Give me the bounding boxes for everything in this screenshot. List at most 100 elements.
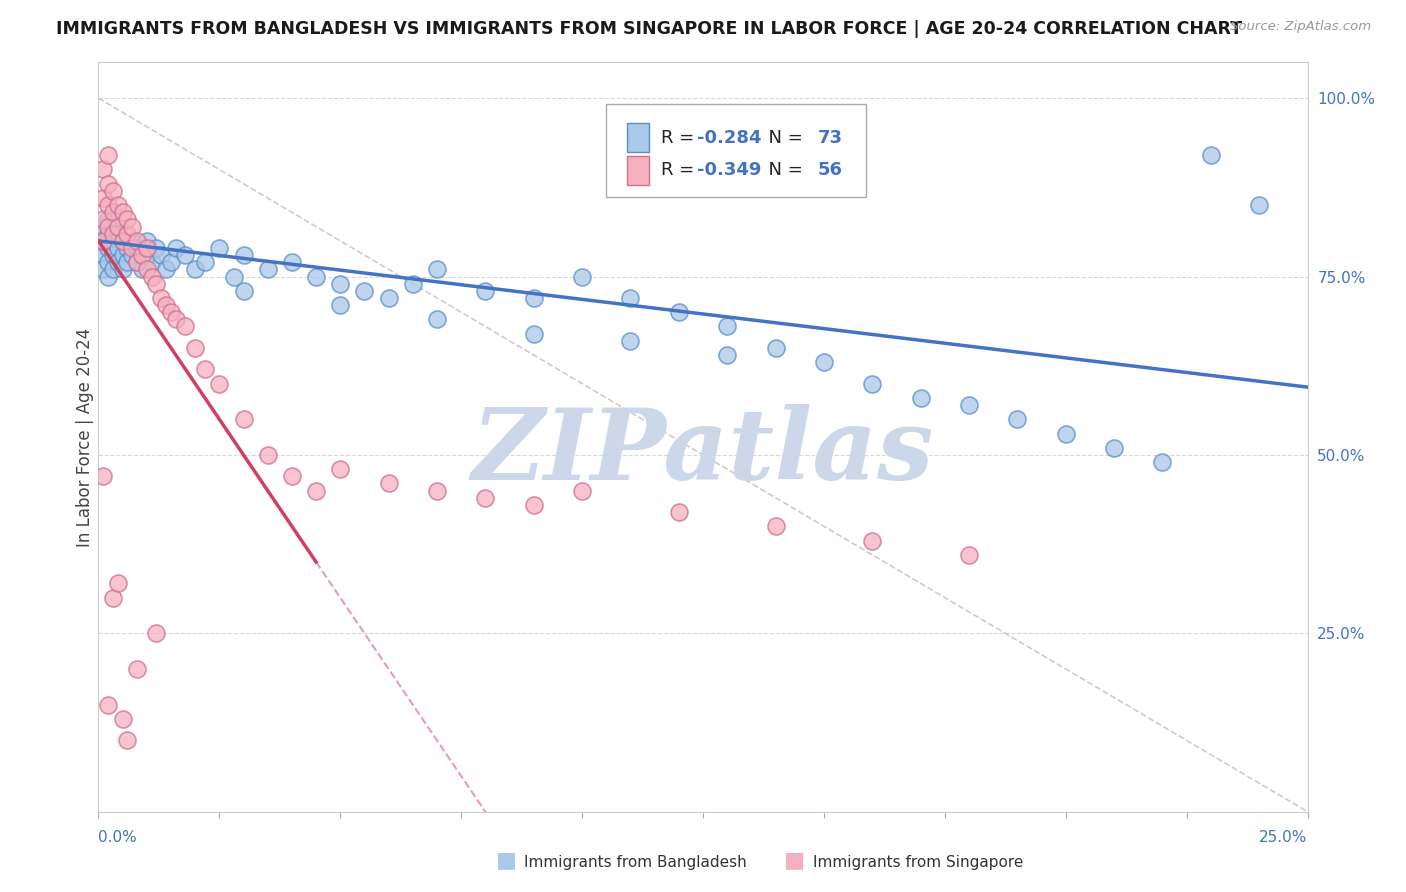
Point: [107, 576, 129, 591]
Point: [474, 491, 496, 505]
Point: [184, 341, 207, 355]
Point: [127, 255, 149, 269]
Point: [281, 255, 304, 269]
Point: [184, 262, 207, 277]
Point: [155, 298, 177, 312]
Point: [1054, 426, 1077, 441]
Point: [716, 319, 738, 334]
Point: [101, 227, 124, 241]
FancyBboxPatch shape: [606, 103, 866, 197]
Point: [117, 212, 139, 227]
Point: [131, 248, 153, 262]
Point: [523, 326, 546, 341]
Point: [111, 712, 134, 726]
Text: 73: 73: [818, 128, 842, 146]
Point: [377, 476, 399, 491]
Point: [97, 148, 120, 162]
Point: [329, 277, 352, 291]
Point: [813, 355, 835, 369]
Point: [111, 248, 134, 262]
Point: [91, 191, 114, 205]
Point: [860, 533, 883, 548]
Point: [91, 162, 114, 177]
Point: [101, 219, 124, 234]
Point: [860, 376, 883, 391]
Y-axis label: In Labor Force | Age 20-24: In Labor Force | Age 20-24: [76, 327, 94, 547]
Point: [329, 298, 352, 312]
Point: [97, 269, 120, 284]
Point: [571, 483, 593, 498]
Point: [121, 219, 143, 234]
Point: [91, 212, 114, 227]
Point: [145, 626, 167, 640]
Point: [97, 177, 120, 191]
Point: [668, 505, 690, 519]
Point: [222, 269, 245, 284]
Point: [165, 312, 187, 326]
Point: [1007, 412, 1029, 426]
Point: [155, 262, 177, 277]
Point: [101, 184, 124, 198]
Text: ■: ■: [785, 850, 804, 870]
Point: [97, 698, 120, 712]
Point: [131, 262, 153, 277]
Bar: [627, 156, 648, 185]
Text: -0.349: -0.349: [697, 161, 761, 179]
Point: [97, 219, 120, 234]
Point: [160, 255, 183, 269]
Point: [165, 241, 187, 255]
Text: N =: N =: [758, 161, 808, 179]
Point: [117, 227, 139, 241]
Point: [523, 291, 546, 305]
Point: [208, 376, 231, 391]
Point: [145, 241, 167, 255]
Point: [1199, 148, 1222, 162]
Point: [1249, 198, 1271, 212]
Text: 25.0%: 25.0%: [1260, 830, 1308, 845]
Point: [111, 234, 134, 248]
Point: [619, 291, 641, 305]
Point: [957, 398, 980, 412]
Point: [91, 469, 114, 483]
Text: R =: R =: [661, 161, 700, 179]
Point: [174, 319, 197, 334]
Point: [1152, 455, 1174, 469]
Point: [150, 291, 173, 305]
Point: [305, 483, 328, 498]
Point: [174, 248, 197, 262]
Point: [135, 241, 157, 255]
Point: [135, 262, 157, 277]
Point: [377, 291, 399, 305]
Point: [281, 469, 304, 483]
Point: [91, 234, 114, 248]
Point: [97, 255, 120, 269]
Point: [402, 277, 425, 291]
Bar: [627, 123, 648, 152]
Point: [194, 362, 217, 376]
Point: [426, 312, 449, 326]
Point: [111, 262, 134, 277]
Point: [107, 255, 129, 269]
Point: [101, 248, 124, 262]
Text: -0.284: -0.284: [697, 128, 762, 146]
Point: [910, 391, 932, 405]
Point: [141, 255, 163, 269]
Point: [97, 227, 120, 241]
Text: ■: ■: [496, 850, 516, 870]
Text: Immigrants from Bangladesh: Immigrants from Bangladesh: [524, 855, 747, 870]
Point: [141, 269, 163, 284]
Point: [107, 227, 129, 241]
Point: [101, 234, 124, 248]
Point: [91, 219, 114, 234]
Point: [97, 241, 120, 255]
Text: Source: ZipAtlas.com: Source: ZipAtlas.com: [1230, 20, 1371, 33]
Point: [91, 248, 114, 262]
Point: [107, 219, 129, 234]
Point: [232, 412, 254, 426]
Point: [107, 198, 129, 212]
Text: 56: 56: [818, 161, 842, 179]
Point: [131, 248, 153, 262]
Point: [127, 241, 149, 255]
Point: [474, 284, 496, 298]
Point: [305, 269, 328, 284]
